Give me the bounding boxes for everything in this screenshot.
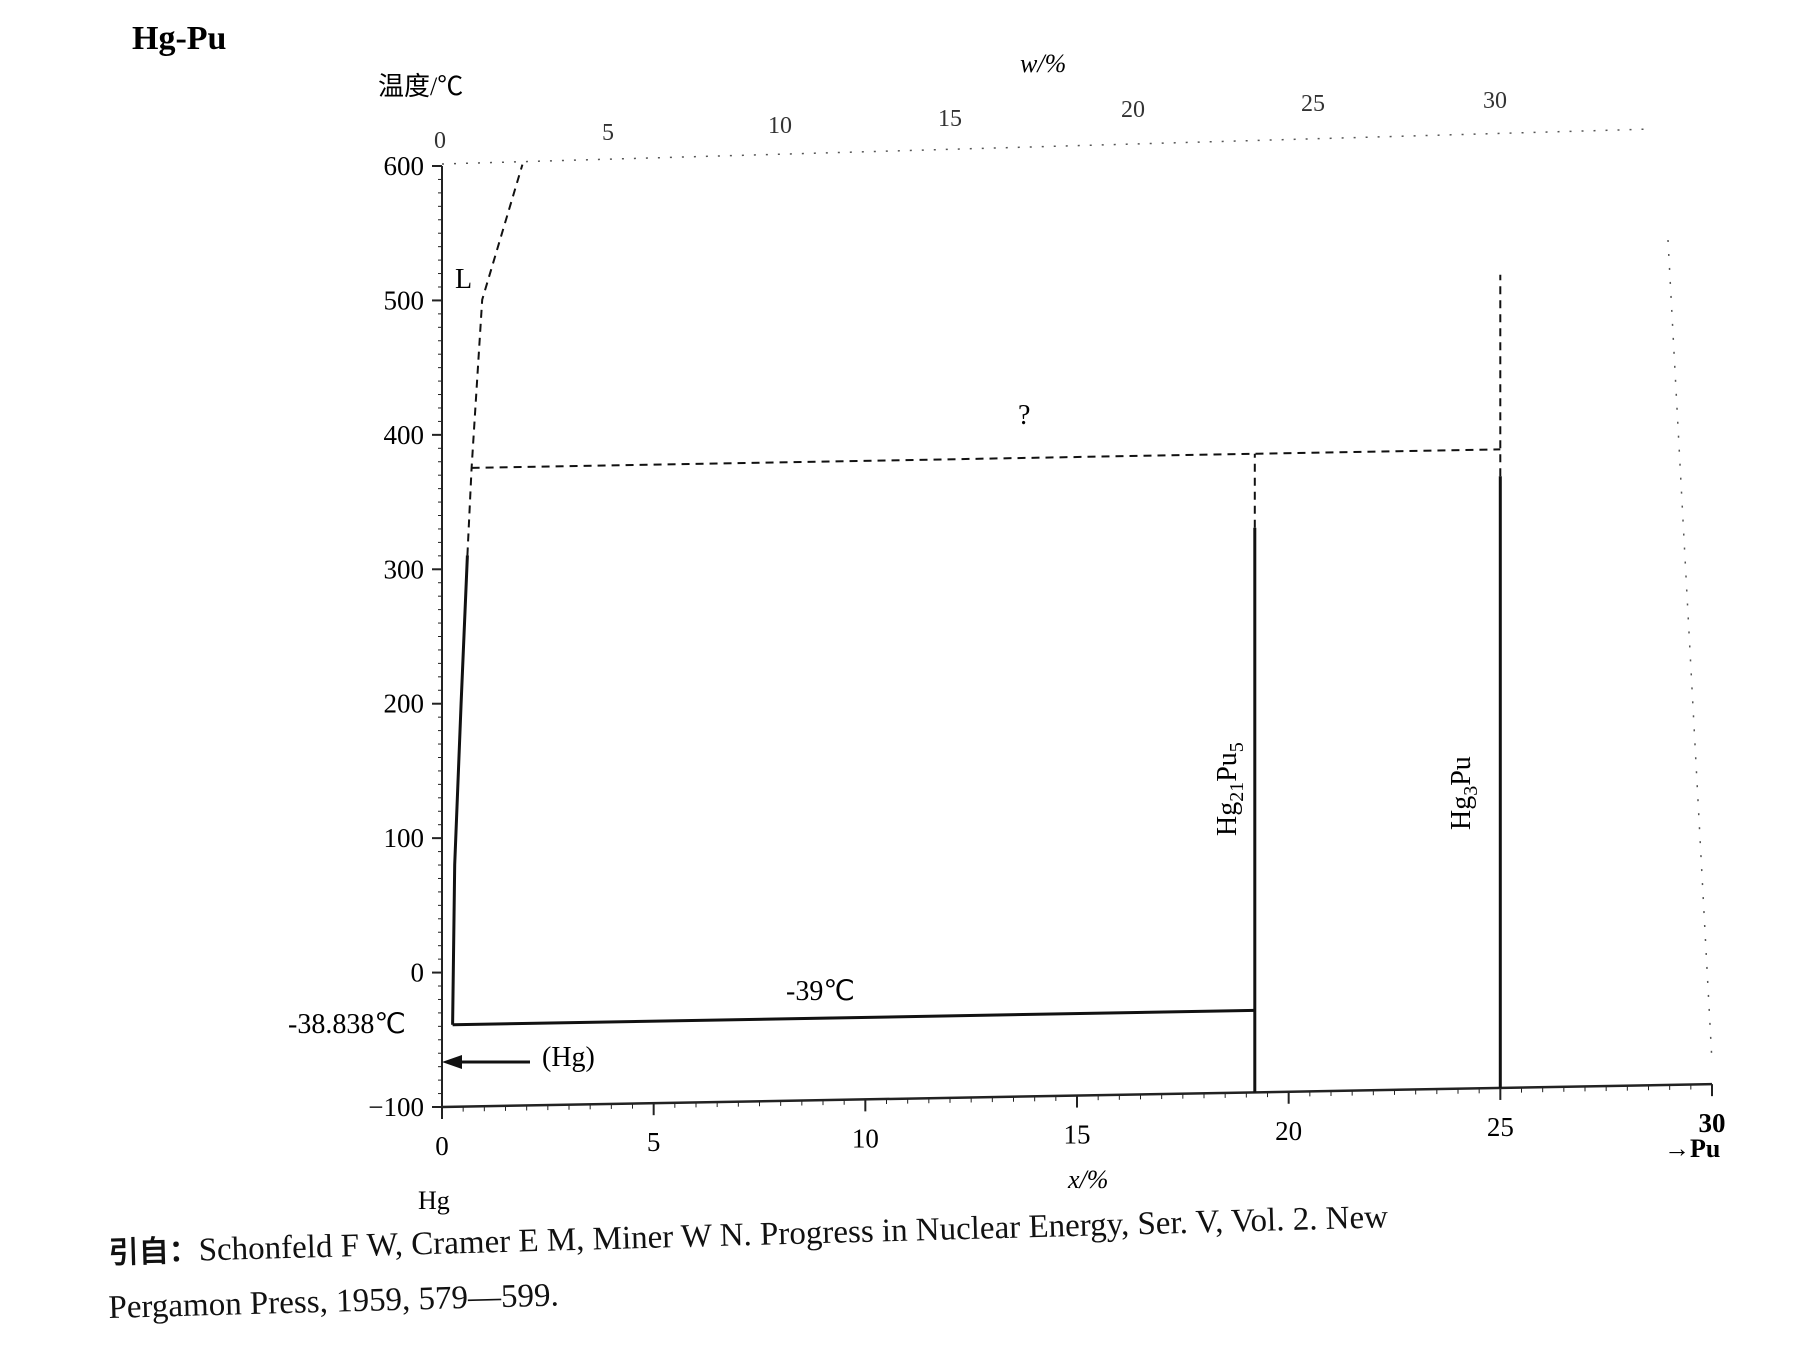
- top-tick-label: 5: [602, 120, 614, 146]
- isotherm-dashed-line: [471, 448, 1501, 469]
- svg-text:Hg21Pu5: Hg21Pu5: [1212, 742, 1248, 836]
- right-axis-line: [1667, 239, 1713, 1063]
- top-axis-label: w/%: [1020, 49, 1066, 78]
- chart-title: Hg-Pu: [132, 20, 226, 57]
- y-tick-label: 500: [384, 285, 425, 315]
- x-tick-label: 25: [1487, 1112, 1514, 1142]
- x-tick-label: 20: [1275, 1116, 1302, 1146]
- compound-label-hg3pu: Hg3Pu: [1446, 756, 1482, 830]
- y-tick-label: 300: [384, 554, 425, 584]
- liquidus-dashed-line: [466, 164, 524, 556]
- y-tick-label: 200: [384, 689, 425, 719]
- y-tick-labels: 600 500 400 300 200 100 0 −100: [368, 151, 424, 1122]
- compound-label-hg21pu5: Hg21Pu5: [1212, 742, 1248, 836]
- axes: [432, 128, 1713, 1119]
- x-tick-label: 30: [1699, 1108, 1726, 1138]
- phase-boundary-lines: [451, 164, 1502, 1093]
- top-tick-label: 0: [434, 128, 446, 154]
- top-tick-label: 10: [768, 113, 792, 139]
- citation-prefix: 引自：: [108, 1233, 200, 1271]
- x-axis-label: x/%: [1067, 1165, 1108, 1194]
- y-axis-label: 温度/℃: [378, 72, 463, 101]
- eutectic-label: -39℃: [786, 976, 855, 1007]
- x-tick-label: 5: [647, 1127, 661, 1157]
- hg-arrow: [442, 1055, 530, 1069]
- hg-solid-label: (Hg): [542, 1042, 595, 1073]
- x-tick-labels: 0 5 10 15 20 25 30: [435, 1108, 1725, 1161]
- y-tick-label: 600: [384, 151, 425, 181]
- liquid-region-label: L: [455, 264, 472, 295]
- special-temperature-label: -38.838℃: [288, 1009, 406, 1040]
- left-component-label: Hg: [418, 1186, 450, 1215]
- top-tick-label: 25: [1301, 91, 1325, 117]
- y-tick-label: 400: [384, 420, 425, 450]
- x-tick-label: 15: [1064, 1120, 1091, 1150]
- top-tick-label: 15: [938, 106, 962, 132]
- x-tick-label: 10: [852, 1123, 879, 1153]
- y-tick-label: 0: [411, 958, 425, 988]
- liquidus-solid-line: [451, 555, 469, 1025]
- svg-text:Hg3Pu: Hg3Pu: [1446, 756, 1482, 830]
- top-tick-labels: 0 5 10 15 20 25 30: [434, 88, 1507, 154]
- uncertain-mark: ?: [1018, 400, 1030, 431]
- y-tick-label: 100: [384, 823, 425, 853]
- top-axis-line: [441, 128, 1653, 165]
- x-tick-label: 0: [435, 1131, 449, 1161]
- top-tick-label: 30: [1483, 88, 1507, 114]
- y-tick-label: −100: [368, 1092, 424, 1122]
- top-tick-label: 20: [1121, 97, 1145, 123]
- eutectic-line: [452, 1008, 1255, 1027]
- right-component-label: →Pu: [1664, 1134, 1720, 1163]
